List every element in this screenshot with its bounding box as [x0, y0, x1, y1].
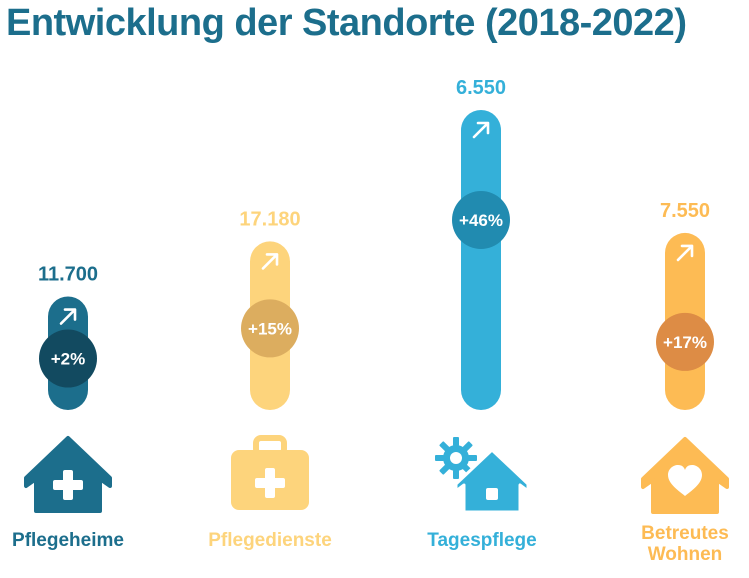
change-badge: [39, 329, 97, 388]
chart-title: Entwicklung der Standorte (2018-2022): [6, 2, 687, 44]
category-label-pflegeheime: Pflegeheime: [12, 530, 124, 551]
change-label: +2%: [51, 350, 86, 369]
change-badge: [656, 312, 714, 371]
value-label: 11.700: [38, 264, 98, 286]
category-label-betreutes-wohnen: Betreutes Wohnen: [641, 523, 729, 565]
change-label: +46%: [459, 211, 503, 230]
change-label: +15%: [248, 319, 292, 338]
change-badge: [452, 191, 510, 249]
value-label: 7.550: [660, 200, 710, 222]
arrow-up-right-icon: [59, 308, 77, 325]
value-label: 6.550: [456, 77, 506, 99]
value-label: 17.180: [239, 208, 300, 230]
change-label: +17%: [663, 333, 707, 352]
arrow-up-right-icon: [261, 253, 279, 270]
house-sun-icon: [435, 437, 530, 514]
bar: [461, 110, 501, 410]
medical-bag-icon: [231, 435, 309, 510]
arrow-up-right-icon: [676, 244, 694, 262]
category-label-tagespflege: Tagespflege: [427, 530, 537, 551]
house-plus-icon: [24, 436, 112, 513]
house-heart-icon: [641, 437, 729, 514]
category-label-pflegedienste: Pflegedienste: [208, 530, 332, 551]
change-badge: [241, 299, 299, 358]
arrow-up-right-icon: [472, 121, 490, 139]
